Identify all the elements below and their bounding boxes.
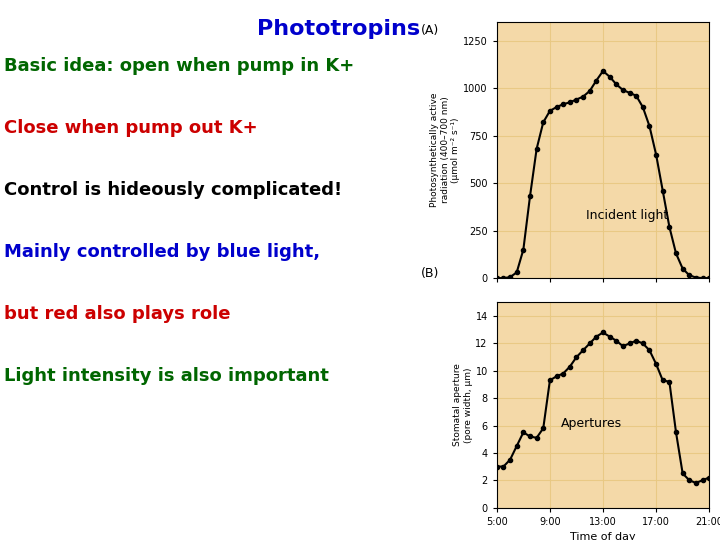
Text: (A): (A)	[421, 24, 439, 37]
Text: (B): (B)	[421, 267, 440, 280]
Y-axis label: Stomatal aperture
(pore width, μm): Stomatal aperture (pore width, μm)	[453, 363, 472, 447]
Text: Light intensity is also important: Light intensity is also important	[4, 367, 328, 385]
Text: Apertures: Apertures	[560, 417, 621, 430]
Y-axis label: Photosynthetically active
radiation (400–700 nm)
(μmol m⁻² s⁻¹): Photosynthetically active radiation (400…	[431, 92, 460, 207]
Text: Phototropins: Phototropins	[257, 19, 420, 39]
Text: Basic idea: open when pump in K+: Basic idea: open when pump in K+	[4, 57, 354, 75]
Text: Mainly controlled by blue light,: Mainly controlled by blue light,	[4, 243, 320, 261]
Text: Control is hideously complicated!: Control is hideously complicated!	[4, 181, 342, 199]
Text: but red also plays role: but red also plays role	[4, 305, 230, 323]
Text: Close when pump out K+: Close when pump out K+	[4, 119, 257, 137]
Text: Incident light: Incident light	[586, 208, 668, 221]
X-axis label: Time of day: Time of day	[570, 532, 636, 540]
